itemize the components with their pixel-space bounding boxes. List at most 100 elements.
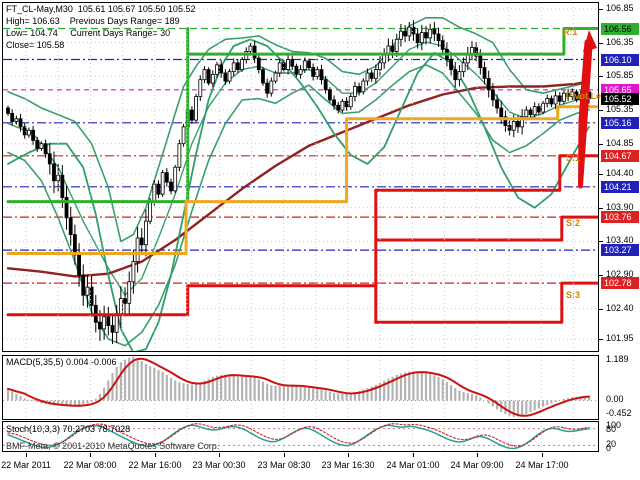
- candle-body: [181, 126, 186, 145]
- candle-body: [332, 99, 336, 106]
- candle-body: [357, 86, 362, 93]
- candle-body: [524, 109, 529, 118]
- candle-body: [22, 126, 27, 136]
- candle-body: [411, 26, 416, 35]
- candle-body: [273, 72, 278, 82]
- candle-body: [541, 102, 545, 113]
- candle-body: [507, 125, 512, 131]
- candle-body: [198, 79, 203, 97]
- candle-body: [148, 200, 153, 222]
- candle-body: [311, 67, 316, 77]
- candle-body: [169, 181, 173, 192]
- candle-body: [449, 59, 453, 71]
- candle-body: [139, 237, 144, 246]
- candle-body: [286, 59, 290, 71]
- candle-body: [474, 46, 479, 57]
- candle-body: [353, 86, 357, 97]
- candle-body: [231, 62, 236, 73]
- candle-body: [294, 65, 299, 75]
- candle-body: [557, 95, 562, 102]
- candle-body: [252, 45, 257, 59]
- candle-body: [26, 129, 31, 136]
- candle-body: [399, 30, 403, 40]
- candle-body: [457, 71, 462, 81]
- candle-body: [227, 71, 232, 82]
- candle-body: [102, 316, 107, 330]
- signal-arrow-up-stroke: [578, 43, 593, 189]
- candle-body: [495, 99, 499, 109]
- candle-body: [528, 109, 533, 116]
- candle-body: [160, 172, 165, 195]
- candle-body: [532, 106, 537, 116]
- candle-body: [277, 62, 282, 74]
- candle-body: [453, 69, 458, 81]
- candle-body: [373, 69, 378, 79]
- candle-body: [118, 298, 123, 316]
- candle-body: [499, 107, 504, 118]
- macd-content: [3, 357, 598, 417]
- candle-body: [210, 73, 215, 84]
- candle-body: [202, 69, 207, 81]
- candle-body: [60, 174, 65, 198]
- candle-body: [323, 79, 328, 91]
- stoch-content: [3, 423, 598, 450]
- candle-body: [378, 62, 382, 71]
- candle-body: [81, 274, 86, 296]
- candle-body: [215, 64, 219, 75]
- candle-body: [490, 89, 495, 101]
- candle-body: [549, 98, 554, 105]
- candle-body: [177, 143, 182, 168]
- candle-body: [436, 33, 441, 42]
- candle-body: [39, 143, 44, 149]
- candle-body: [369, 72, 374, 79]
- candle-body: [545, 98, 550, 104]
- candle-body: [403, 30, 408, 37]
- candle-body: [570, 91, 575, 97]
- candle-body: [47, 153, 52, 165]
- candle-body: [173, 166, 178, 192]
- candle-body: [302, 60, 307, 71]
- candle-body: [336, 104, 341, 111]
- main-chart-content: [3, 8, 598, 351]
- candle-body: [562, 92, 566, 102]
- candle-body: [348, 96, 353, 108]
- candle-body: [415, 33, 420, 44]
- candle-body: [235, 62, 240, 71]
- candle-body: [520, 116, 525, 128]
- candle-body: [10, 112, 15, 122]
- candle-body: [72, 234, 77, 256]
- candle-body: [394, 38, 399, 52]
- candle-body: [319, 69, 324, 81]
- candle-body: [290, 59, 295, 67]
- candle-body: [206, 69, 211, 84]
- candle-body: [127, 281, 132, 304]
- candle-body: [307, 60, 311, 68]
- candle-body: [156, 183, 161, 195]
- candle-body: [77, 254, 81, 276]
- candle-body: [85, 286, 90, 296]
- candle-body: [123, 298, 127, 304]
- candle-body: [223, 72, 228, 82]
- candle-body: [419, 32, 424, 44]
- candle-body: [98, 321, 102, 330]
- candle-body: [390, 45, 395, 52]
- candle-body: [152, 183, 157, 202]
- candle-body: [256, 57, 261, 71]
- candle-body: [269, 80, 274, 94]
- candle-body: [6, 107, 10, 114]
- candle-body: [89, 286, 94, 306]
- candle-body: [261, 69, 265, 84]
- candle-body: [361, 80, 366, 93]
- candle-body: [219, 64, 224, 74]
- main-chart-panel[interactable]: [2, 2, 599, 352]
- candle-body: [164, 172, 169, 183]
- candle-body: [14, 118, 19, 122]
- signal-arrow-head: [583, 30, 597, 52]
- candle-body: [298, 69, 303, 75]
- candle-body: [106, 316, 111, 326]
- candle-body: [265, 82, 270, 94]
- candle-body: [482, 67, 487, 79]
- candle-body: [440, 40, 445, 50]
